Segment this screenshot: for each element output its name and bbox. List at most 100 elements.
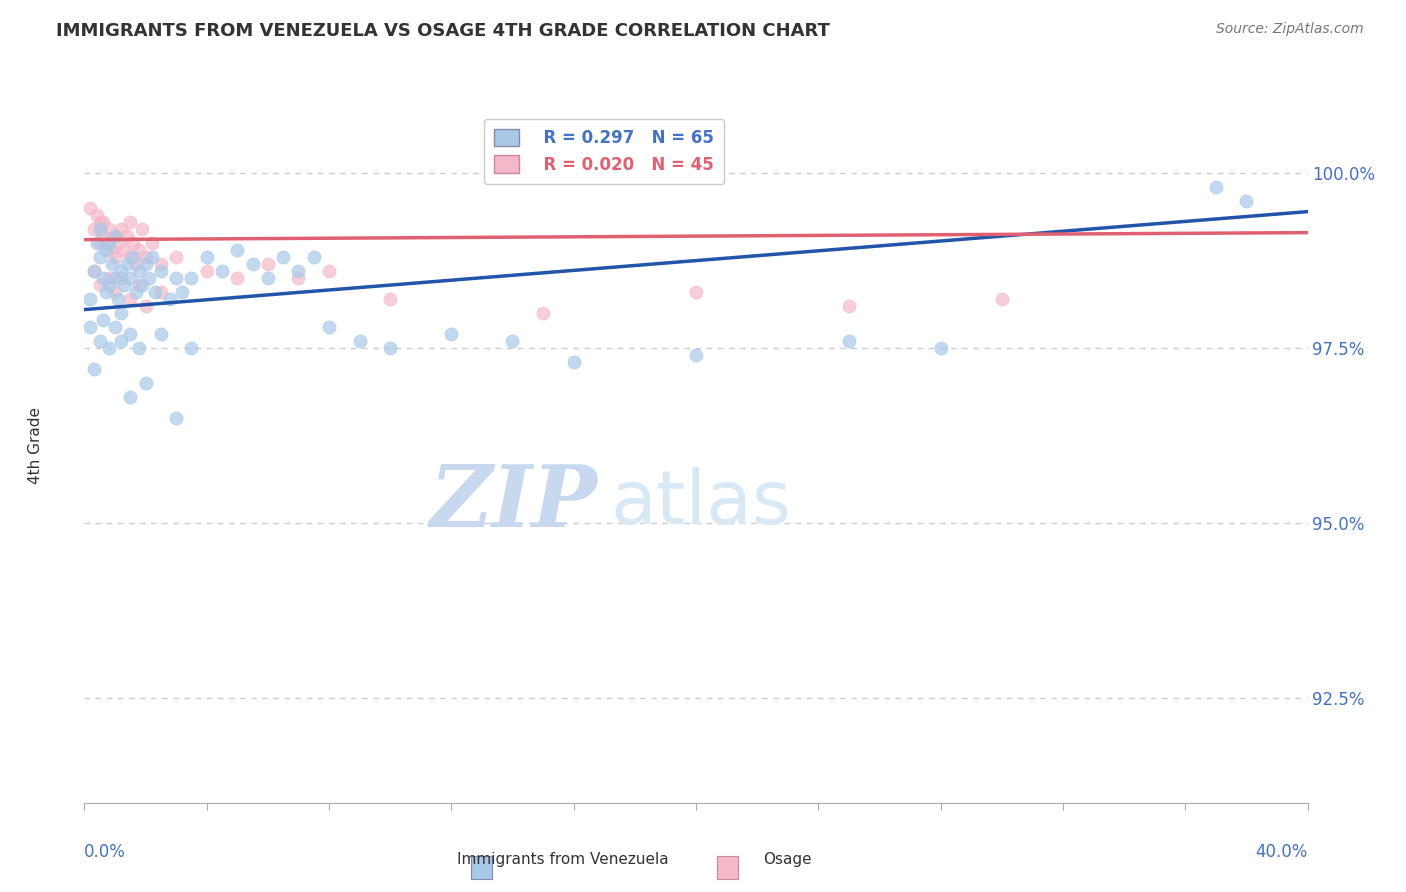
Point	[195, 250, 218, 264]
Legend:   R = 0.297   N = 65,   R = 0.020   N = 45: R = 0.297 N = 65, R = 0.020 N = 45	[484, 119, 724, 184]
Point	[165, 250, 187, 264]
Point	[104, 250, 127, 264]
Point	[120, 292, 142, 306]
Point	[125, 257, 148, 271]
Point	[562, 355, 585, 369]
Point	[501, 334, 523, 348]
Point	[94, 236, 117, 251]
Text: Osage: Osage	[763, 852, 811, 867]
Point	[990, 292, 1012, 306]
Point	[112, 278, 135, 293]
Point	[104, 229, 127, 244]
Point	[131, 278, 153, 293]
Point	[89, 278, 111, 293]
Point	[180, 271, 202, 285]
Point	[685, 348, 707, 362]
Point	[110, 222, 132, 236]
Point	[115, 257, 138, 271]
Point	[97, 222, 120, 236]
Point	[107, 236, 129, 251]
Text: 0.0%: 0.0%	[84, 843, 127, 861]
Point	[91, 313, 114, 327]
Point	[115, 229, 138, 244]
Point	[287, 271, 309, 285]
Point	[125, 285, 148, 299]
Text: IMMIGRANTS FROM VENEZUELA VS OSAGE 4TH GRADE CORRELATION CHART: IMMIGRANTS FROM VENEZUELA VS OSAGE 4TH G…	[56, 22, 830, 40]
Point	[104, 271, 127, 285]
Point	[86, 236, 108, 251]
Point	[110, 334, 132, 348]
Point	[257, 257, 280, 271]
Point	[107, 292, 129, 306]
Point	[89, 215, 111, 229]
Point	[318, 320, 340, 334]
Point	[180, 341, 202, 355]
Point	[211, 264, 233, 278]
Point	[838, 299, 860, 313]
Point	[149, 327, 172, 342]
Point	[135, 376, 157, 390]
Point	[120, 327, 142, 342]
Point	[104, 285, 127, 299]
Point	[135, 250, 157, 264]
Text: Source: ZipAtlas.com: Source: ZipAtlas.com	[1216, 22, 1364, 37]
Point	[91, 229, 114, 244]
Point	[685, 285, 707, 299]
Text: Immigrants from Venezuela: Immigrants from Venezuela	[457, 852, 668, 867]
Point	[120, 215, 142, 229]
Point	[89, 250, 111, 264]
Point	[242, 257, 264, 271]
Point	[165, 411, 187, 425]
Point	[141, 250, 163, 264]
Point	[86, 208, 108, 222]
Point	[89, 334, 111, 348]
Point	[122, 250, 145, 264]
Point	[112, 243, 135, 257]
Point	[149, 257, 172, 271]
Point	[271, 250, 294, 264]
Point	[318, 264, 340, 278]
Point	[131, 222, 153, 236]
Point	[94, 243, 117, 257]
Point	[128, 341, 150, 355]
Point	[94, 285, 117, 299]
Point	[110, 306, 132, 320]
Point	[149, 285, 172, 299]
Point	[79, 292, 101, 306]
Point	[122, 236, 145, 251]
Point	[83, 264, 105, 278]
Point	[172, 285, 194, 299]
Point	[838, 334, 860, 348]
Point	[97, 341, 120, 355]
Point	[287, 264, 309, 278]
Point	[110, 271, 132, 285]
Point	[380, 292, 402, 306]
Point	[110, 264, 132, 278]
Point	[143, 285, 166, 299]
Text: ZIP: ZIP	[430, 461, 598, 545]
Point	[138, 271, 160, 285]
Point	[149, 264, 172, 278]
Point	[226, 243, 249, 257]
Point	[120, 271, 142, 285]
Point	[104, 320, 127, 334]
Text: 4th Grade: 4th Grade	[28, 408, 42, 484]
Point	[89, 236, 111, 251]
Point	[83, 362, 105, 376]
Point	[97, 236, 120, 251]
Point	[1205, 180, 1227, 194]
Point	[135, 299, 157, 313]
Point	[349, 334, 371, 348]
Point	[97, 271, 120, 285]
Point	[83, 264, 105, 278]
Point	[531, 306, 554, 320]
Point	[159, 292, 181, 306]
Point	[195, 264, 218, 278]
Point	[929, 341, 952, 355]
Point	[226, 271, 249, 285]
Point	[79, 201, 101, 215]
Point	[89, 222, 111, 236]
Point	[120, 390, 142, 404]
Point	[101, 257, 124, 271]
Point	[165, 271, 187, 285]
